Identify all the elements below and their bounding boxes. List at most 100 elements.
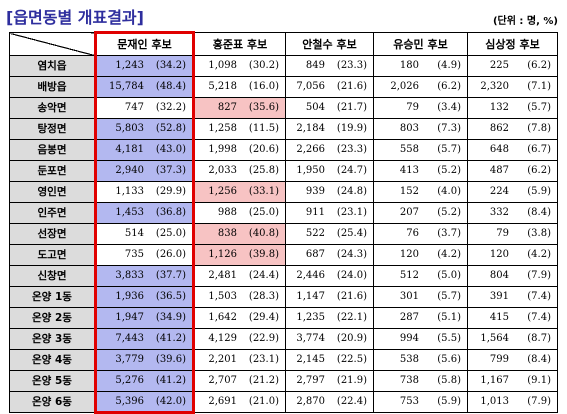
vote-percent: (16.0) [248, 81, 279, 92]
vote-count: 2,320 [480, 81, 509, 92]
cell-sim: 391 (7.4) [467, 286, 558, 308]
region-name: 탕정면 [9, 118, 96, 140]
vote-count: 1,133 [115, 186, 144, 197]
vote-count: 1,243 [115, 60, 144, 71]
vote-percent: (7.4) [527, 312, 551, 323]
vote-percent: (9.1) [527, 375, 551, 386]
vote-count: 738 [399, 375, 419, 386]
vote-count: 4,129 [208, 333, 237, 344]
cell-yoo: 76 (3.7) [373, 223, 468, 245]
vote-count: 1,642 [208, 312, 237, 323]
vote-count: 2,184 [296, 123, 325, 134]
vote-count: 7,443 [115, 333, 144, 344]
vote-count: 522 [305, 228, 325, 239]
table-row: 도고면 735 (26.0) 1,126 (39.8) 687 (24.3) 120 (4.2)… [9, 244, 558, 266]
vote-count: 2,266 [296, 144, 325, 155]
cell-yoo: 180 (4.9) [373, 55, 468, 77]
table-row: 온양 2동 1,947 (34.9) 1,642 (29.4) 1,235 (22.1) 28… [9, 307, 558, 329]
cell-ahn: 2,446 (24.0) [285, 265, 374, 287]
cell-yoo: 803 (7.3) [373, 118, 468, 140]
cell-hong: 1,642 (29.4) [193, 307, 286, 329]
vote-percent: (5.5) [437, 333, 461, 344]
cell-ahn: 2,797 (21.9) [285, 370, 374, 392]
cell-sim: 225 (6.2) [467, 55, 558, 77]
cell-moon: 5,396 (42.0) [94, 391, 195, 414]
vote-count: 862 [489, 123, 509, 134]
cell-hong: 1,098 (30.2) [193, 55, 286, 77]
vote-percent: (3.8) [527, 228, 551, 239]
vote-count: 648 [489, 144, 509, 155]
vote-percent: (3.4) [437, 102, 461, 113]
table-row: 배방읍 15,784 (48.4) 5,218 (16.0) 7,056 (21.6) 2,0… [9, 76, 558, 98]
header-row: 문재인 후보 홍준표 후보 안철수 후보 유승민 후보 심상정 후보 [9, 31, 558, 56]
cell-hong: 1,126 (39.8) [193, 244, 286, 266]
vote-percent: (21.0) [248, 396, 279, 407]
vote-count: 413 [399, 165, 419, 176]
vote-percent: (41.2) [155, 375, 186, 386]
cell-ahn: 1,235 (22.1) [285, 307, 374, 329]
vote-count: 3,779 [115, 354, 144, 365]
vote-count: 1,167 [480, 375, 509, 386]
cell-ahn: 939 (24.8) [285, 181, 374, 203]
cell-sim: 224 (5.9) [467, 181, 558, 203]
cell-moon: 5,803 (52.8) [94, 118, 195, 140]
column-header-moon: 문재인 후보 [94, 31, 195, 56]
cell-moon: 2,940 (37.3) [94, 160, 195, 182]
cell-moon: 747 (32.2) [94, 97, 195, 119]
vote-count: 76 [406, 228, 419, 239]
vote-percent: (5.7) [437, 144, 461, 155]
vote-count: 5,803 [115, 123, 144, 134]
vote-percent: (5.2) [437, 165, 461, 176]
table-row: 둔포면 2,940 (37.3) 2,033 (25.8) 1,950 (24.7) 413 (… [9, 160, 558, 182]
vote-percent: (23.3) [336, 144, 367, 155]
vote-count: 735 [124, 249, 144, 260]
vote-count: 558 [399, 144, 419, 155]
vote-percent: (23.1) [336, 207, 367, 218]
cell-yoo: 301 (5.7) [373, 286, 468, 308]
vote-count: 911 [305, 207, 325, 218]
table-body: 염치읍 1,243 (34.2) 1,098 (30.2) 849 (23.3) 180 (4.… [9, 55, 558, 414]
vote-percent: (52.8) [155, 123, 186, 134]
vote-percent: (22.4) [336, 396, 367, 407]
vote-percent: (5.7) [437, 291, 461, 302]
cell-sim: 648 (6.7) [467, 139, 558, 161]
vote-percent: (35.6) [248, 102, 279, 113]
corner-cell [9, 32, 96, 56]
vote-percent: (7.3) [437, 123, 461, 134]
vote-percent: (21.7) [336, 102, 367, 113]
vote-percent: (6.7) [527, 144, 551, 155]
vote-percent: (48.4) [155, 81, 186, 92]
cell-yoo: 738 (5.8) [373, 370, 468, 392]
cell-yoo: 2,026 (6.2) [373, 76, 468, 98]
page-title: [읍면동별 개표결과] [6, 8, 144, 27]
cell-yoo: 538 (5.6) [373, 349, 468, 371]
vote-percent: (24.0) [336, 270, 367, 281]
cell-moon: 1,243 (34.2) [94, 55, 195, 77]
vote-percent: (37.3) [155, 165, 186, 176]
vote-percent: (30.2) [248, 60, 279, 71]
vote-count: 79 [496, 228, 509, 239]
vote-count: 132 [489, 102, 509, 113]
vote-percent: (7.4) [527, 291, 551, 302]
region-name: 온양 4동 [9, 349, 96, 371]
vote-percent: (21.2) [248, 375, 279, 386]
cell-moon: 3,779 (39.6) [94, 349, 195, 371]
cell-moon: 7,443 (41.2) [94, 328, 195, 350]
vote-count: 79 [406, 102, 419, 113]
cell-moon: 4,181 (43.0) [94, 139, 195, 161]
vote-count: 504 [305, 102, 325, 113]
cell-hong: 1,258 (11.5) [193, 118, 286, 140]
vote-percent: (32.2) [155, 102, 186, 113]
vote-percent: (5.0) [437, 270, 461, 281]
vote-count: 1,258 [208, 123, 237, 134]
vote-count: 120 [489, 249, 509, 260]
cell-sim: 2,320 (7.1) [467, 76, 558, 98]
vote-count: 5,276 [115, 375, 144, 386]
vote-percent: (34.9) [155, 312, 186, 323]
cell-yoo: 287 (5.1) [373, 307, 468, 329]
table-row: 선장면 514 (25.0) 838 (40.8) 522 (25.4) 76 (3.7) 79 (… [9, 223, 558, 245]
cell-hong: 5,218 (16.0) [193, 76, 286, 98]
vote-percent: (5.9) [437, 396, 461, 407]
vote-percent: (5.6) [437, 354, 461, 365]
vote-percent: (22.5) [336, 354, 367, 365]
